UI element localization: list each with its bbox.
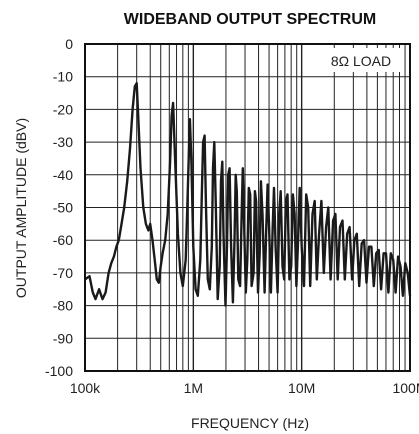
y-tick-label: -70: [53, 265, 73, 281]
y-tick-label: -20: [53, 101, 73, 117]
plot-frame: [84, 43, 411, 372]
x-tick-label: 1M: [184, 380, 203, 396]
annotation-box: 8Ω LOAD: [318, 48, 404, 72]
x-tick-label: 10M: [288, 380, 315, 396]
y-tick-label: -80: [53, 298, 73, 314]
y-tick-label: -90: [53, 330, 73, 346]
chart-title: WIDEBAND OUTPUT SPECTRUM: [124, 11, 376, 28]
y-tick-label: -100: [45, 363, 73, 379]
x-tick-label: 100M: [392, 380, 419, 396]
y-tick-label: -10: [53, 69, 73, 85]
y-axis-label: OUTPUT AMPLITUDE (dBV): [13, 118, 29, 298]
y-tick-label: -50: [53, 200, 73, 216]
y-tick-label: -30: [53, 134, 73, 150]
y-tick-label: -60: [53, 232, 73, 248]
series-layer: [84, 82, 412, 307]
x-axis-label: FREQUENCY (Hz): [191, 415, 309, 431]
x-tick-label: 100k: [70, 380, 101, 396]
spectrum-series-line: [84, 82, 412, 307]
load-annotation: 8Ω LOAD: [331, 53, 391, 69]
y-tick-label: 0: [65, 36, 73, 52]
y-tick-label: -40: [53, 167, 73, 183]
